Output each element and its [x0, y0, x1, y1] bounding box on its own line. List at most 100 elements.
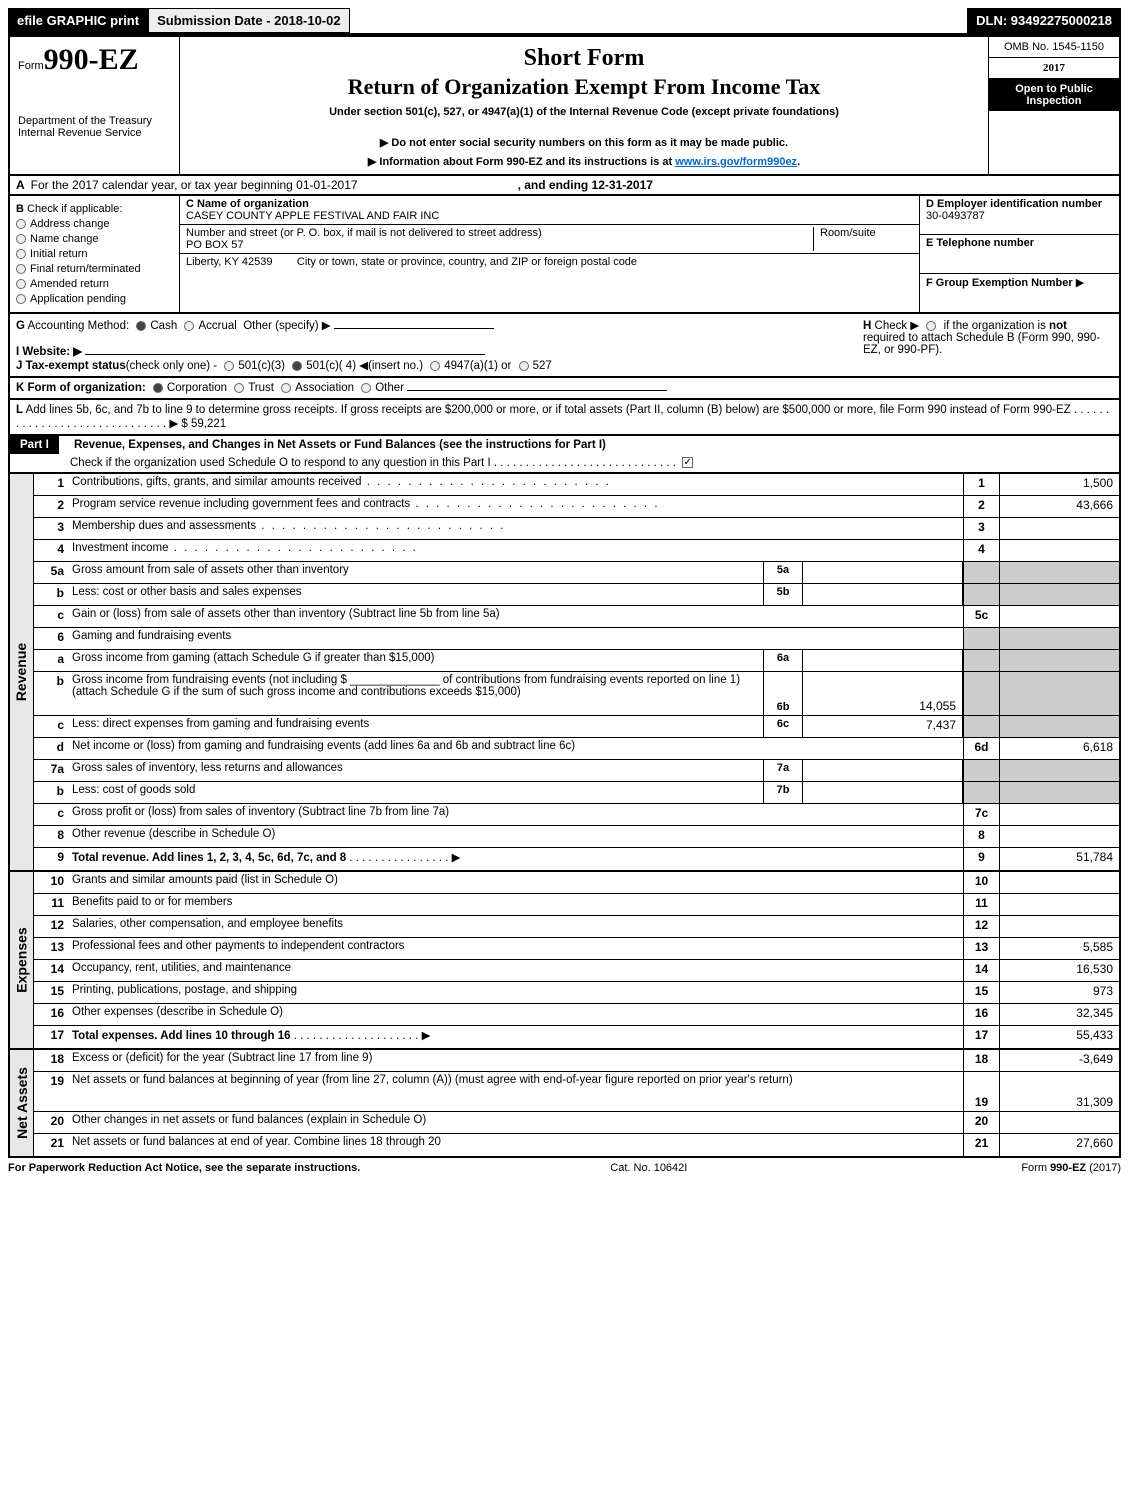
line-13-val: 5,585	[999, 938, 1119, 959]
radio-4947[interactable]	[430, 361, 440, 371]
line-17-val: 55,433	[999, 1026, 1119, 1048]
revenue-vtab-label: Revenue	[14, 643, 30, 701]
line-6b-desc: Gross income from fundraising events (no…	[68, 672, 763, 715]
radio-amended-return[interactable]	[16, 279, 26, 289]
h-text1: Check ▶	[875, 320, 920, 332]
line-18-coln: 18	[963, 1050, 999, 1071]
line-10-val	[999, 872, 1119, 893]
revenue-table: Revenue 1 Contributions, gifts, grants, …	[8, 474, 1121, 872]
opt-501c4: 501(c)( 4) ◀(insert no.)	[306, 360, 423, 372]
col-c: C Name of organization CASEY COUNTY APPL…	[180, 196, 919, 312]
radio-other-org[interactable]	[361, 383, 371, 393]
line-16: 16 Other expenses (describe in Schedule …	[34, 1004, 1119, 1026]
line-18-num: 18	[34, 1050, 68, 1071]
line-6d: d Net income or (loss) from gaming and f…	[34, 738, 1119, 760]
title-short-form: Short Form	[188, 45, 980, 72]
line-19-num: 19	[34, 1072, 68, 1111]
line-12-coln: 12	[963, 916, 999, 937]
opt-initial-return: Initial return	[30, 248, 87, 260]
line-7c: c Gross profit or (loss) from sales of i…	[34, 804, 1119, 826]
opt-cash: Cash	[150, 320, 177, 332]
line-17: 17 Total expenses. Add lines 10 through …	[34, 1026, 1119, 1048]
radio-501c4[interactable]	[292, 361, 302, 371]
other-org-input[interactable]	[407, 390, 667, 391]
h-radio[interactable]	[926, 321, 936, 331]
line-14-coln: 14	[963, 960, 999, 981]
c-label: C Name of organization	[186, 198, 309, 210]
line-6d-val: 6,618	[999, 738, 1119, 759]
line-7c-coln: 7c	[963, 804, 999, 825]
c-name-cell: C Name of organization CASEY COUNTY APPL…	[180, 196, 919, 225]
other-specify-input[interactable]	[334, 328, 494, 329]
line-6-val	[999, 628, 1119, 649]
opt-amended-return: Amended return	[30, 278, 109, 290]
line-12-desc: Salaries, other compensation, and employ…	[68, 916, 963, 937]
line-8-coln: 8	[963, 826, 999, 847]
radio-final-return[interactable]	[16, 264, 26, 274]
line-10: 10 Grants and similar amounts paid (list…	[34, 872, 1119, 894]
line-7a-sc: 7a	[763, 760, 803, 781]
f-label: F Group Exemption Number	[926, 277, 1073, 289]
d-label: D Employer identification number	[926, 198, 1102, 210]
radio-address-change[interactable]	[16, 219, 26, 229]
line-3-desc: Membership dues and assessments	[68, 518, 963, 539]
line-6a-sv	[803, 650, 963, 671]
efile-box: efile GRAPHIC print	[8, 8, 148, 33]
line-6c-coln	[963, 716, 999, 737]
line-16-desc: Other expenses (describe in Schedule O)	[68, 1004, 963, 1025]
radio-name-change[interactable]	[16, 234, 26, 244]
letter-a: A	[16, 178, 25, 192]
radio-501c3[interactable]	[224, 361, 234, 371]
sub2b-text: ▶ Information about Form 990-EZ and its …	[368, 156, 675, 168]
line-6-desc: Gaming and fundraising events	[68, 628, 963, 649]
radio-application-pending[interactable]	[16, 294, 26, 304]
irs-link[interactable]: www.irs.gov/form990ez	[675, 156, 797, 168]
city-value: Liberty, KY 42539	[186, 256, 272, 268]
line-18: 18 Excess or (deficit) for the year (Sub…	[34, 1050, 1119, 1072]
opt-name-change: Name change	[30, 233, 99, 245]
row-k: K Form of organization: Corporation Trus…	[8, 378, 1121, 400]
line-7b-val	[999, 782, 1119, 803]
line-6c-sc: 6c	[763, 716, 803, 737]
line-6a-coln	[963, 650, 999, 671]
line-18-desc: Excess or (deficit) for the year (Subtra…	[68, 1050, 963, 1071]
radio-accrual[interactable]	[184, 321, 194, 331]
expenses-vtab-label: Expenses	[14, 927, 30, 992]
footer-right-bold: 990-EZ	[1050, 1162, 1086, 1174]
col-b: B Check if applicable: Address change Na…	[10, 196, 180, 312]
line-9-coln: 9	[963, 848, 999, 870]
org-name: CASEY COUNTY APPLE FESTIVAL AND FAIR INC	[186, 210, 439, 222]
line-11: 11 Benefits paid to or for members 11	[34, 894, 1119, 916]
line-7c-val	[999, 804, 1119, 825]
website-input[interactable]	[85, 354, 485, 355]
opt-501c3: 501(c)(3)	[238, 360, 285, 372]
line-17-desc: Total expenses. Add lines 10 through 16 …	[68, 1026, 963, 1048]
form-no: 990-EZ	[44, 43, 139, 76]
line-9-desc: Total revenue. Add lines 1, 2, 3, 4, 5c,…	[68, 848, 963, 870]
line-6a-sc: 6a	[763, 650, 803, 671]
line-9: 9 Total revenue. Add lines 1, 2, 3, 4, 5…	[34, 848, 1119, 870]
line-4-desc: Investment income	[68, 540, 963, 561]
line-2-val: 43,666	[999, 496, 1119, 517]
radio-initial-return[interactable]	[16, 249, 26, 259]
line-14-val: 16,530	[999, 960, 1119, 981]
radio-trust[interactable]	[234, 383, 244, 393]
schedule-o-checkbox[interactable]	[682, 457, 693, 468]
line-6c-sv: 7,437	[803, 716, 963, 737]
footer-mid: Cat. No. 10642I	[610, 1162, 687, 1174]
form-prefix: Form	[18, 60, 44, 72]
line-3: 3 Membership dues and assessments 3	[34, 518, 1119, 540]
radio-cash[interactable]	[136, 321, 146, 331]
line-6c: c Less: direct expenses from gaming and …	[34, 716, 1119, 738]
b-title: Check if applicable:	[27, 203, 122, 215]
line-7a-val	[999, 760, 1119, 781]
header-left: Form990-EZ Department of the Treasury In…	[10, 37, 180, 174]
line-20: 20 Other changes in net assets or fund b…	[34, 1112, 1119, 1134]
line-5b-coln	[963, 584, 999, 605]
line-6d-coln: 6d	[963, 738, 999, 759]
radio-527[interactable]	[519, 361, 529, 371]
opt-association: Association	[295, 382, 354, 394]
radio-association[interactable]	[281, 383, 291, 393]
line-6d-num: d	[34, 738, 68, 759]
radio-corporation[interactable]	[153, 383, 163, 393]
